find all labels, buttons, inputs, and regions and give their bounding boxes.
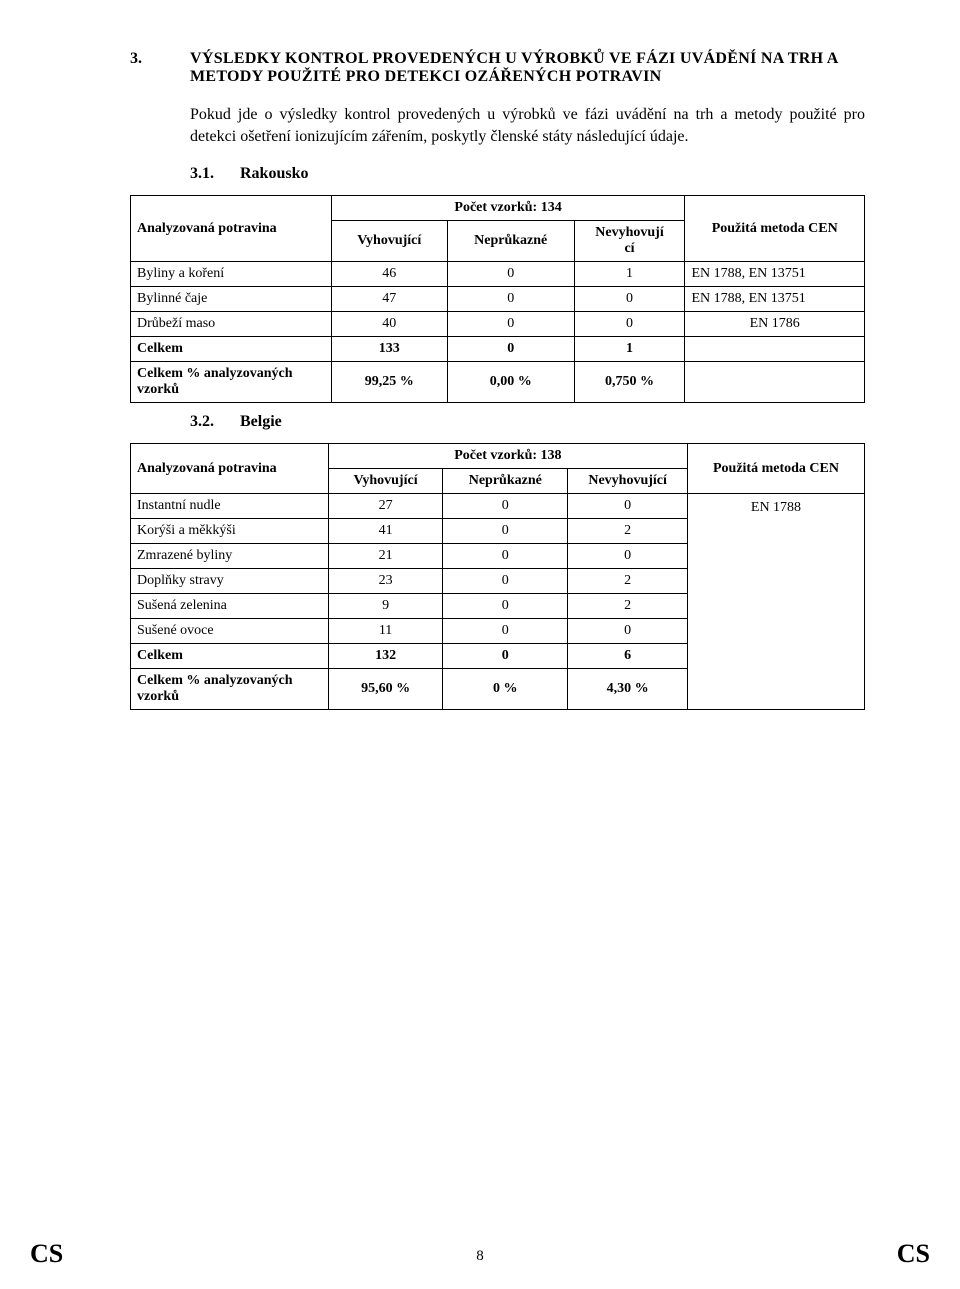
header-sample-count: Počet vzorků: 138 — [328, 444, 687, 469]
section-title: VÝSLEDKY KONTROL PROVEDENÝCH U VÝROBKŮ V… — [190, 50, 865, 86]
subheader-inconclusive: Neprůkazné — [443, 469, 568, 494]
table-row-percent: Celkem % analyzovaných vzorků 99,25 % 0,… — [131, 362, 865, 403]
table-belgie: Analyzovaná potravina Počet vzorků: 138 … — [130, 443, 865, 710]
header-food: Analyzovaná potravina — [131, 196, 332, 262]
subsection-title: Rakousko — [240, 165, 308, 183]
page-footer: CS 8 CS — [0, 1239, 960, 1269]
subheader-compliant: Vyhovující — [331, 221, 447, 262]
footer-left: CS — [30, 1239, 63, 1269]
subheader-inconclusive: Neprůkazné — [447, 221, 574, 262]
header-method: Použitá metoda CEN — [687, 444, 864, 494]
table-row: Byliny a koření 46 0 1 EN 1788, EN 13751 — [131, 262, 865, 287]
footer-page-number: 8 — [476, 1248, 484, 1265]
subheader-compliant: Vyhovující — [328, 469, 443, 494]
method-cell: EN 1788 — [687, 494, 864, 710]
table-row-total: Celkem 133 0 1 — [131, 337, 865, 362]
subsection-title: Belgie — [240, 413, 282, 431]
header-sample-count: Počet vzorků: 134 — [331, 196, 685, 221]
subheader-noncompliant: Nevyhovující — [568, 469, 688, 494]
table-rakousko: Analyzovaná potravina Počet vzorků: 134 … — [130, 195, 865, 403]
subsection-number: 3.2. — [190, 413, 240, 431]
table-row: Drůbeží maso 40 0 0 EN 1786 — [131, 312, 865, 337]
section-number: 3. — [130, 50, 190, 68]
subsection-number: 3.1. — [190, 165, 240, 183]
subheader-noncompliant: Nevyhovují cí — [574, 221, 685, 262]
section-heading: 3. VÝSLEDKY KONTROL PROVEDENÝCH U VÝROBK… — [130, 50, 865, 86]
table-row: Instantní nudle 27 0 0 EN 1788 — [131, 494, 865, 519]
subsection-3-1: 3.1. Rakousko — [190, 165, 865, 183]
table-row: Bylinné čaje 47 0 0 EN 1788, EN 13751 — [131, 287, 865, 312]
footer-right: CS — [897, 1239, 930, 1269]
intro-paragraph: Pokud jde o výsledky kontrol provedených… — [190, 104, 865, 147]
header-method: Použitá metoda CEN — [685, 196, 865, 262]
header-food: Analyzovaná potravina — [131, 444, 329, 494]
subsection-3-2: 3.2. Belgie — [190, 413, 865, 431]
